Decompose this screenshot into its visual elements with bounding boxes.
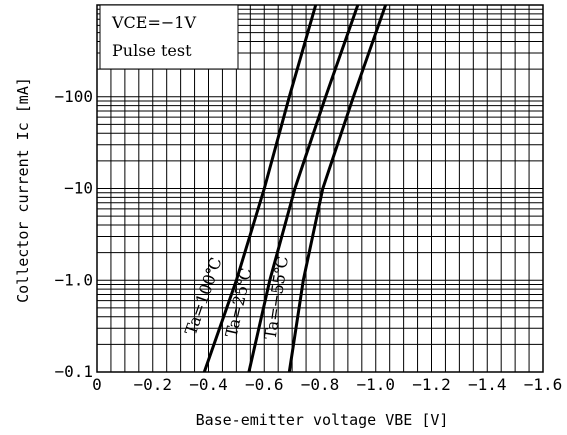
y-tick-label: −1.0 xyxy=(54,270,93,289)
series-line xyxy=(247,4,360,373)
series-line xyxy=(287,4,388,373)
x-tick-label: −1.2 xyxy=(412,375,451,394)
legend-line-vce: VCE=−1V xyxy=(111,13,196,32)
x-tick-label: −0.6 xyxy=(245,375,284,394)
x-tick-label: 0 xyxy=(92,375,102,394)
legend-box xyxy=(99,4,239,70)
legend-line-pulse: Pulse test xyxy=(112,41,192,60)
x-tick-label: −1.4 xyxy=(468,375,507,394)
y-axis-label: Collector current Ic [mA] xyxy=(14,77,32,303)
legend: VCE=−1V Pulse test xyxy=(99,4,239,70)
tick-labels: 0 −0.2 −0.4 −0.6 −0.8 −1.0 −1.2 −1.4 −1.6 −0.1 −1.… xyxy=(54,87,562,394)
x-tick-label: −0.4 xyxy=(189,375,228,394)
x-tick-label: −0.8 xyxy=(301,375,340,394)
x-tick-label: −1.0 xyxy=(356,375,395,394)
x-axis-label: Base-emitter voltage VBE [V] xyxy=(196,411,449,429)
y-tick-label: −100 xyxy=(54,87,93,106)
y-tick-label: −10 xyxy=(64,179,93,198)
x-tick-label: −1.6 xyxy=(524,375,563,394)
series-line xyxy=(202,4,318,373)
series-label: Ta=100℃ xyxy=(181,255,226,338)
plot-frame xyxy=(96,4,544,373)
x-tick-label: −0.2 xyxy=(133,375,172,394)
y-tick-label: −0.1 xyxy=(54,362,93,381)
